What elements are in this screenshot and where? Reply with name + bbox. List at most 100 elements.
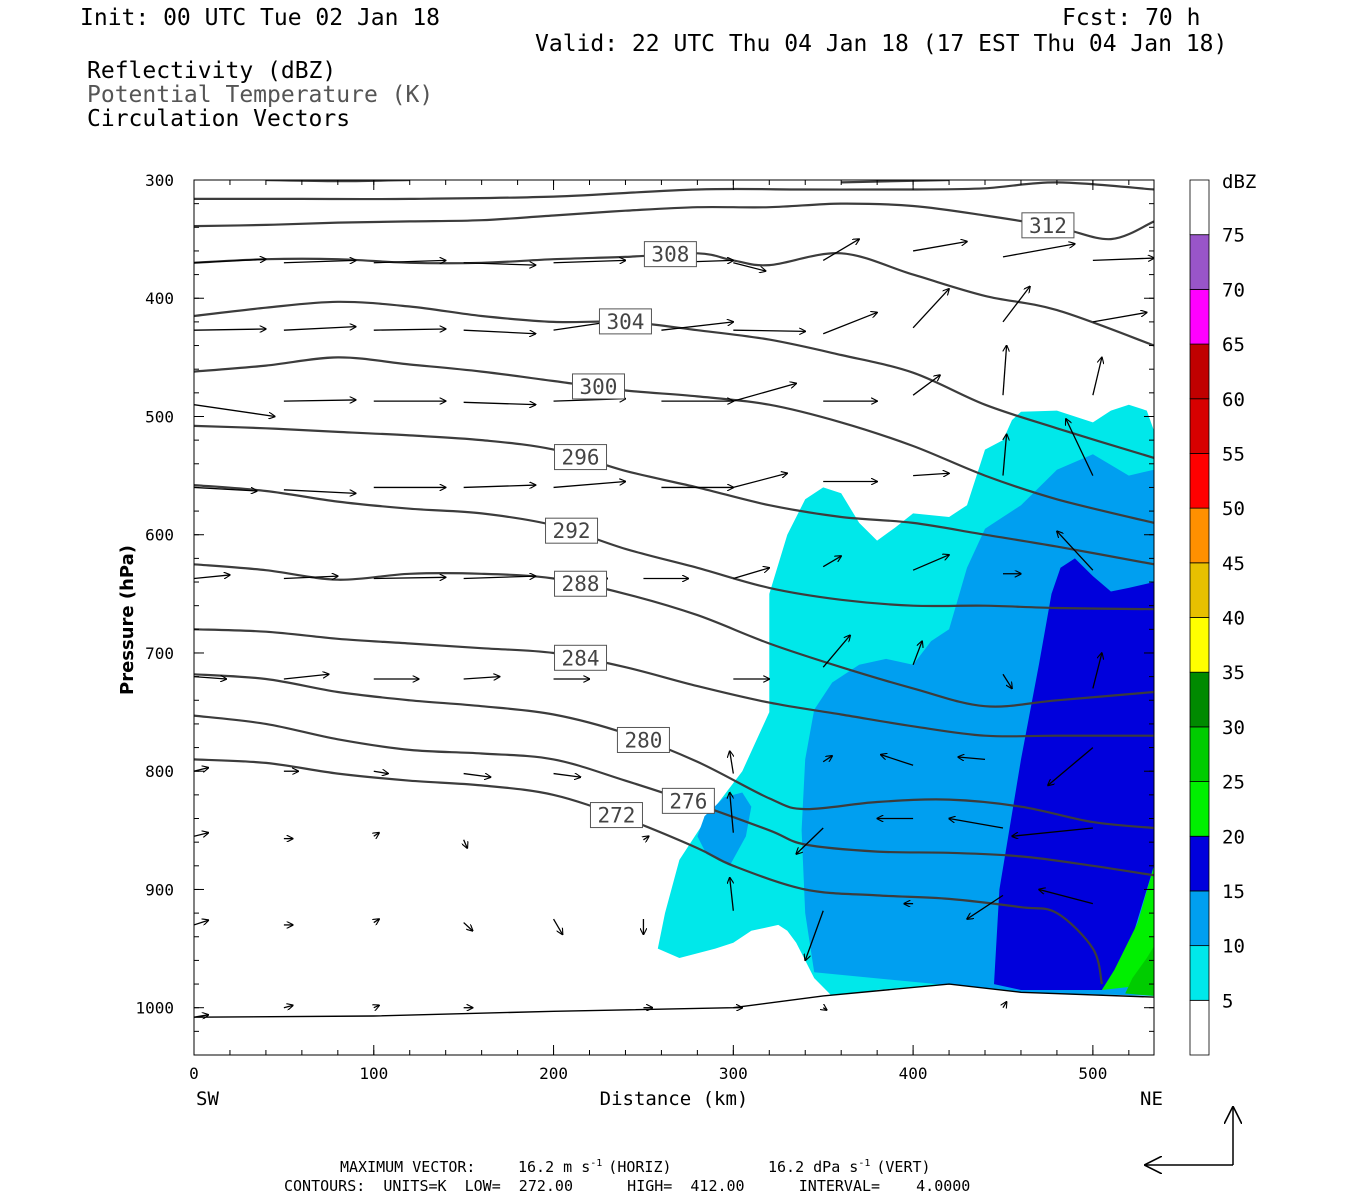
circulation-vector (553, 482, 626, 489)
contour-label-300: 300 (571, 373, 625, 400)
circulation-vector (1092, 357, 1102, 396)
circulation-vector (967, 894, 1004, 919)
circulation-vector (194, 677, 226, 679)
contour-label-box (571, 373, 625, 400)
x-axis-label: Distance (km) (600, 1088, 749, 1110)
contour-label-box (616, 726, 670, 753)
circulation-vector (463, 774, 491, 778)
circulation-vector (194, 1015, 208, 1017)
max-vector-vert-value: 16.2 dPa s (768, 1158, 858, 1176)
colorbar-swatch (1189, 781, 1210, 837)
circulation-vector (194, 920, 208, 926)
circulation-vector (661, 322, 733, 331)
contour-label-304: 304 (598, 308, 652, 335)
circulation-vector (912, 241, 967, 252)
contour-label-296: 296 (554, 444, 608, 471)
circulation-vector (283, 400, 356, 401)
circulation-vector (1002, 346, 1007, 396)
isentrope-312 (194, 202, 1154, 241)
colorbar-swatch (1189, 726, 1210, 782)
contour-label-292: 292 (545, 517, 599, 544)
contour-label-box (554, 444, 608, 471)
circulation-vector (1092, 653, 1102, 689)
circulation-vector (283, 1005, 293, 1007)
isentrope-284 (194, 628, 1154, 738)
y-axis-label: Pressure (hPa) (117, 545, 138, 695)
circulation-vector (1057, 531, 1094, 571)
y-tick-label: 700 (145, 644, 174, 663)
colorbar-level-label: 10 (1222, 936, 1245, 958)
circulation-vector (553, 260, 626, 262)
contour-label-text: 276 (669, 789, 707, 813)
x-tick-label: 200 (539, 1064, 568, 1083)
colorbar-level-label: 25 (1222, 772, 1245, 794)
contour-label-text: 308 (651, 243, 689, 267)
max-vector-vert-exponent: -1 (858, 1158, 870, 1169)
circulation-vector (912, 375, 940, 396)
contour-label-280: 280 (616, 726, 670, 753)
circulation-vector (373, 260, 446, 262)
circulation-vector (1002, 673, 1012, 688)
isentrope-280 (194, 673, 1154, 830)
reflectivity-fill-layer (657, 404, 1154, 1002)
isentrope-308 (194, 252, 1154, 347)
circulation-vector (194, 768, 208, 772)
circulation-vector (1002, 244, 1075, 258)
x-left-end-label: SW (196, 1088, 219, 1110)
circulation-vector (283, 576, 338, 578)
x-tick-label: 100 (359, 1064, 388, 1083)
circulation-vector (730, 793, 734, 833)
circulation-vector (822, 556, 841, 568)
circulation-vector (194, 833, 208, 837)
colorbar-swatch (1189, 453, 1210, 509)
plot-area: 272 276 280 284 288 292 296 300 304 308 312 (194, 180, 1154, 1055)
colorbar-swatch (1189, 343, 1210, 400)
circulation-vector (463, 922, 473, 931)
colorbar-level-label: 50 (1222, 498, 1245, 520)
colorbar-swatch (1189, 398, 1210, 454)
contour-label-box (1021, 212, 1075, 239)
circulation-vector (1003, 1002, 1007, 1008)
max-vector-horiz-tag: (HORIZ) (608, 1158, 671, 1176)
circulation-vector (194, 486, 257, 491)
circulation-vector (1048, 747, 1094, 786)
circulation-vector (913, 473, 949, 475)
circulation-vector (553, 774, 581, 778)
x-right-end-label: NE (1140, 1088, 1163, 1110)
circulation-vector (283, 674, 329, 680)
circulation-vector (373, 329, 446, 330)
y-tick-label: 1000 (135, 999, 174, 1018)
circulation-vector (194, 259, 266, 264)
circulation-vector (822, 756, 832, 763)
contour-label-box (554, 570, 608, 597)
y-tick-label: 500 (145, 407, 174, 426)
circulation-vector (733, 473, 787, 489)
circulation-vector (823, 1008, 827, 1010)
circulation-vector (912, 555, 949, 571)
circulation-vector (373, 771, 388, 773)
isentrope-304 (194, 300, 1154, 459)
max-vector-label: MAXIMUM VECTOR: (340, 1158, 475, 1176)
circulation-vector (912, 289, 949, 329)
contour-label-272: 272 (589, 802, 643, 829)
contour-label-text: 280 (624, 728, 662, 752)
circulation-vector (374, 833, 379, 837)
contour-label-text: 312 (1029, 214, 1067, 238)
terrain-layer (194, 983, 1154, 1055)
colorbar: 5 10 15 20 25 30 35 40 45 50 55 60 65 70 75 (1189, 179, 1245, 1056)
y-tick-label: 400 (145, 289, 174, 308)
colorbar-level-label: 45 (1222, 553, 1245, 575)
circulation-vector (949, 819, 1004, 829)
colorbar-swatch (1189, 562, 1210, 618)
max-vector-vert-tag: (VERT) (876, 1158, 930, 1176)
circulation-vector (733, 383, 796, 402)
colorbar-swatch (1189, 507, 1210, 564)
isentrope-296 (194, 424, 1154, 566)
colorbar-swatch (1189, 999, 1210, 1056)
colorbar-level-label: 60 (1222, 389, 1245, 411)
colorbar-level-label: 5 (1222, 990, 1233, 1012)
y-tick-label: 800 (145, 762, 174, 781)
circulation-vector (463, 485, 536, 487)
circulation-vector (552, 918, 563, 934)
